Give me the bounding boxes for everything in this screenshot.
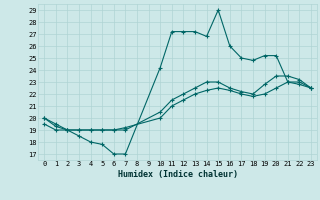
X-axis label: Humidex (Indice chaleur): Humidex (Indice chaleur)	[118, 170, 238, 179]
